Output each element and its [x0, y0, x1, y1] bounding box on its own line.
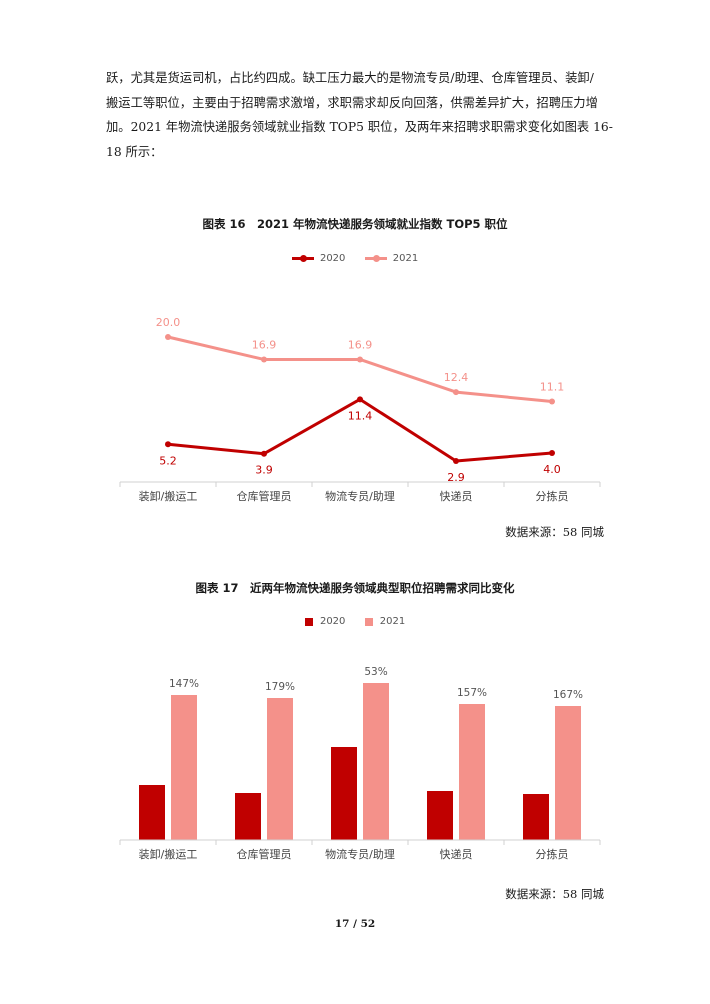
data-point-2021: [261, 356, 267, 363]
bar-2020: [139, 785, 165, 840]
body-paragraph: 跃，尤其是货运司机，占比约四成。缺工压力最大的是物流专员/助理、仓库管理员、装卸…: [106, 66, 613, 164]
paragraph-line: 搬运工等职位，主要由于招聘需求激增，求职需求却反向回落，供需差异扩大，招聘压力增: [106, 95, 598, 110]
x-tick-label: 物流专员/助理: [325, 489, 395, 503]
bar-2021: [459, 704, 485, 840]
legend-swatch-2021: [364, 255, 387, 262]
x-tick-label: 快递员: [440, 489, 473, 503]
bar-data-label: 179%: [265, 681, 295, 693]
bar-2021: [267, 698, 293, 840]
paragraph-line: 跃，尤其是货运司机，占比约四成。缺工压力最大的是物流专员/助理、仓库管理员、装卸…: [106, 71, 594, 85]
x-tick-label: 分拣员: [536, 847, 569, 861]
data-label-2021: 20.0: [156, 316, 181, 329]
legend-label-2020: 2020: [319, 253, 346, 264]
data-point-2020: [357, 396, 363, 403]
legend-label-2020: 2020: [319, 616, 346, 627]
figure17-title: 图表 17 近两年物流快递服务领域典型职位招聘需求同比变化: [195, 581, 515, 595]
figure17-source: 数据来源：58 同城: [505, 887, 604, 901]
bar-2021: [555, 706, 581, 840]
data-label-2021: 11.1: [540, 381, 565, 394]
figure16-source: 数据来源：58 同城: [505, 525, 604, 539]
legend-swatch-2021: [364, 617, 373, 626]
bar-2020: [427, 791, 453, 840]
bar-data-label: 157%: [457, 687, 487, 699]
legend-item-2021: 2021: [364, 253, 419, 265]
data-label-2021: 16.9: [252, 338, 277, 351]
x-tick-label: 装卸/搬运工: [139, 847, 198, 861]
bar-data-label: 167%: [553, 689, 583, 701]
bar-2021: [363, 683, 389, 840]
data-point-2021: [165, 334, 171, 340]
legend-label-2021: 2021: [379, 616, 406, 627]
data-point-2021: [549, 398, 555, 405]
x-tick-label: 快递员: [440, 847, 473, 861]
data-label-2021: 12.4: [444, 371, 469, 384]
legend-swatch-2020: [304, 617, 313, 626]
legend-item-2021: 2021: [364, 616, 406, 628]
data-point-2021: [357, 356, 363, 363]
paragraph-line: 18 所示：: [106, 144, 163, 159]
data-point-2020: [165, 441, 171, 448]
data-point-2020: [261, 450, 267, 457]
x-tick-label: 物流专员/助理: [325, 847, 395, 861]
x-tick-label: 装卸/搬运工: [139, 489, 198, 503]
data-point-2020: [549, 450, 555, 456]
page-number: 17 / 52: [334, 918, 376, 930]
data-label-2020: 11.4: [348, 409, 373, 422]
x-tick-label: 仓库管理员: [237, 489, 292, 503]
data-label-2020: 3.9: [255, 464, 273, 477]
bar-2020: [523, 794, 549, 840]
data-label-2021: 16.9: [348, 338, 373, 351]
figure16-title: 图表 16 2021 年物流快递服务领域就业指数 TOP5 职位: [202, 217, 508, 231]
data-point-2021: [453, 389, 459, 396]
x-tick-label: 分拣员: [536, 489, 569, 503]
legend-label-2021: 2021: [392, 253, 419, 264]
bar-data-label: 147%: [169, 678, 199, 690]
data-point-2020: [453, 457, 459, 464]
data-label-2020: 4.0: [543, 463, 561, 476]
bar-2021: [171, 695, 197, 840]
figure17-legend: 2020 2021: [0, 616, 710, 628]
legend-item-2020: 2020: [291, 253, 346, 265]
paragraph-line: 加。2021 年物流快递服务领域就业指数 TOP5 职位，及两年来招聘求职需求变…: [106, 120, 613, 134]
bar-data-label: 53%: [364, 666, 387, 678]
legend-item-2020: 2020: [304, 616, 346, 628]
data-label-2020: 5.2: [159, 454, 177, 467]
x-tick-label: 仓库管理员: [237, 847, 292, 861]
bar-2020: [235, 793, 261, 840]
data-label-2020: 2.9: [447, 471, 465, 484]
legend-swatch-2020: [291, 255, 314, 262]
figure16-legend: 2020 2021: [0, 253, 710, 265]
bar-2020: [331, 747, 357, 840]
